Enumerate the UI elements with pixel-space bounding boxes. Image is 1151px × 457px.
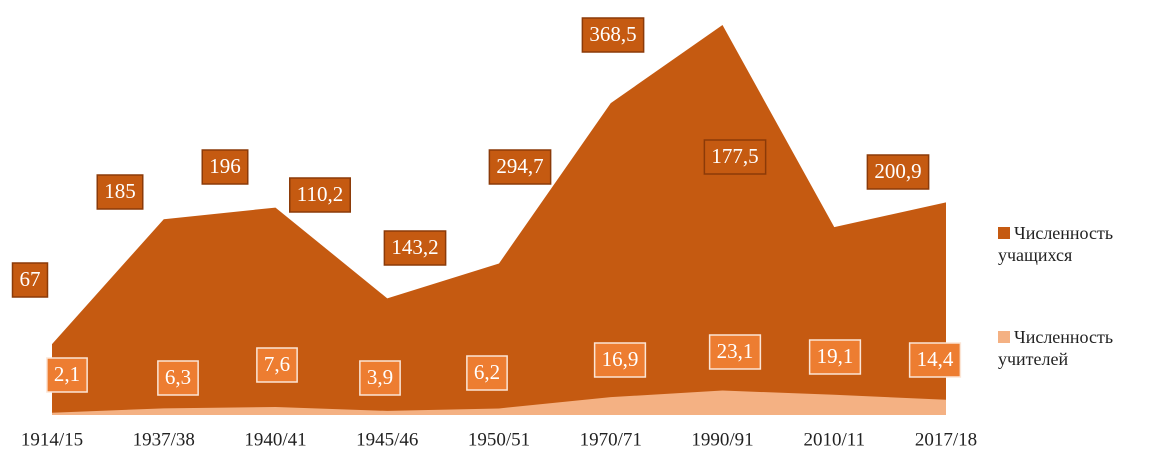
x-tick-label: 1940/41: [244, 429, 306, 450]
data-label-box: [488, 149, 552, 185]
data-label: 6,3: [165, 365, 191, 389]
x-tick-label: 1914/15: [21, 429, 83, 450]
data-label: 3,9: [367, 365, 393, 389]
x-tick-label: 1945/46: [356, 429, 418, 450]
data-label: 16,9: [602, 347, 639, 371]
legend-swatch: [998, 331, 1010, 343]
data-label: 7,6: [264, 352, 290, 376]
data-label-box: [96, 174, 144, 210]
data-label-box: [157, 360, 199, 396]
data-label-box: [581, 17, 645, 53]
data-label-box: [808, 339, 862, 375]
data-label: 185: [104, 179, 136, 203]
data-label: 2,1: [54, 362, 80, 386]
data-label-box: [466, 355, 508, 391]
data-label: 110,2: [297, 182, 343, 206]
data-label-box: [593, 342, 647, 378]
x-tick-label: 1950/51: [468, 429, 530, 450]
data-label-box: [256, 347, 298, 383]
data-label: 196: [209, 154, 241, 178]
data-label: 67: [20, 267, 41, 291]
data-label-box: [866, 154, 930, 190]
data-label-box: [46, 357, 88, 393]
x-tick-label: 1937/38: [133, 429, 195, 450]
x-tick-label: 1990/91: [691, 429, 753, 450]
x-tick-label: 2017/18: [915, 429, 977, 450]
legend-swatch: [998, 227, 1010, 239]
x-tick-label: 2010/11: [803, 429, 865, 450]
x-tick-label: 1970/71: [580, 429, 642, 450]
data-label-box: [11, 262, 49, 298]
data-label: 14,4: [917, 347, 954, 371]
legend-item: Численность учителей: [998, 326, 1128, 370]
legend-item: Численность учащихся: [998, 222, 1128, 266]
data-label: 200,9: [874, 159, 921, 183]
legend-label: Численность учащихся: [998, 223, 1114, 265]
data-label: 368,5: [589, 22, 636, 46]
data-label-box: [908, 342, 962, 378]
data-label: 177,5: [711, 144, 758, 168]
legend-label: Численность учителей: [998, 327, 1114, 369]
data-label: 6,2: [474, 360, 500, 384]
data-label-box: [703, 139, 767, 175]
data-label: 19,1: [817, 344, 854, 368]
data-label-box: [359, 360, 401, 396]
data-label-box: [289, 177, 351, 213]
data-label-box: [383, 230, 447, 266]
data-label: 143,2: [391, 235, 438, 259]
area: [52, 25, 946, 415]
data-label: 23,1: [717, 339, 754, 363]
data-label-box: [201, 149, 249, 185]
data-label-box: [708, 334, 762, 370]
data-label: 294,7: [496, 154, 543, 178]
area: [52, 390, 946, 415]
